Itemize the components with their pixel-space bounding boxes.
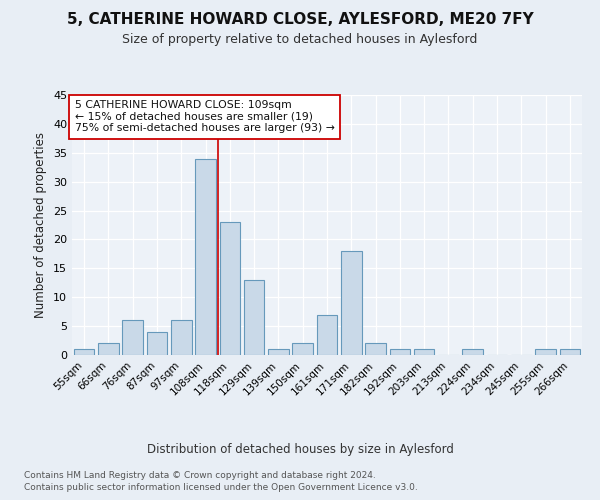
Bar (122, 320, 143, 355)
Bar (560, 349, 580, 355)
Bar (365, 344, 386, 355)
Text: Contains HM Land Registry data © Crown copyright and database right 2024.: Contains HM Land Registry data © Crown c… (24, 471, 376, 480)
Text: Size of property relative to detached houses in Aylesford: Size of property relative to detached ho… (122, 32, 478, 46)
Bar (463, 349, 483, 355)
Bar (98, 344, 119, 355)
Bar (244, 280, 265, 355)
Text: 5 CATHERINE HOWARD CLOSE: 109sqm
← 15% of detached houses are smaller (19)
75% o: 5 CATHERINE HOWARD CLOSE: 109sqm ← 15% o… (74, 100, 334, 134)
Bar (171, 320, 191, 355)
Bar (317, 314, 337, 355)
Bar (268, 349, 289, 355)
Bar (341, 251, 362, 355)
Bar (535, 349, 556, 355)
Y-axis label: Number of detached properties: Number of detached properties (34, 132, 47, 318)
Bar (389, 349, 410, 355)
Bar (220, 222, 240, 355)
Text: Contains public sector information licensed under the Open Government Licence v3: Contains public sector information licen… (24, 484, 418, 492)
Bar (146, 332, 167, 355)
Text: Distribution of detached houses by size in Aylesford: Distribution of detached houses by size … (146, 442, 454, 456)
Bar (292, 344, 313, 355)
Text: 5, CATHERINE HOWARD CLOSE, AYLESFORD, ME20 7FY: 5, CATHERINE HOWARD CLOSE, AYLESFORD, ME… (67, 12, 533, 28)
Bar (74, 349, 94, 355)
Bar (195, 158, 216, 355)
Bar (414, 349, 434, 355)
